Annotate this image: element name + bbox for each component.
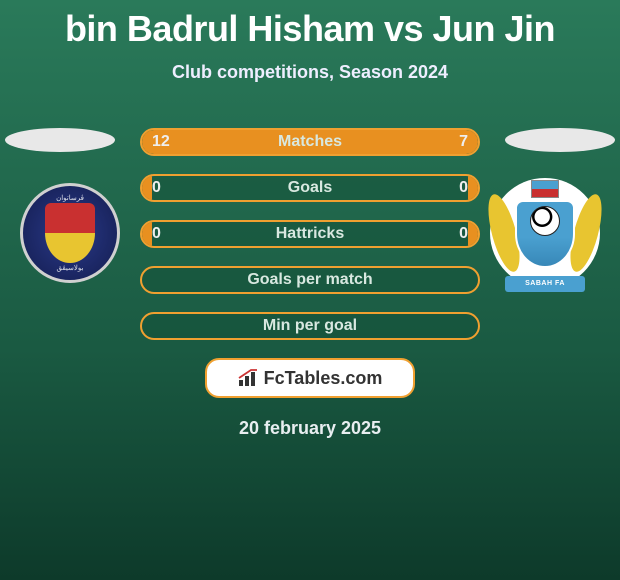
stat-value-right: 0: [459, 222, 468, 246]
crest-badge: [45, 203, 95, 263]
flag-icon: [531, 180, 559, 198]
stat-row: 12Matches7: [140, 128, 480, 156]
club-crest-left: ڤرساتوان بولاسيڤق: [20, 183, 120, 283]
club-crest-right: SABAH FA: [490, 178, 600, 288]
stat-row: 0Goals0: [140, 174, 480, 202]
player-photo-placeholder-right: [505, 128, 615, 152]
page-title: bin Badrul Hisham vs Jun Jin: [0, 0, 620, 50]
stat-label: Min per goal: [142, 314, 478, 338]
stat-value-right: 7: [459, 130, 468, 154]
bar-chart-icon: [238, 369, 260, 387]
football-icon: [530, 206, 560, 236]
stat-label: Goals per match: [142, 268, 478, 292]
stat-label: Goals: [142, 176, 478, 200]
date-label: 20 february 2025: [0, 418, 620, 439]
subtitle: Club competitions, Season 2024: [0, 62, 620, 83]
comparison-panel: ڤرساتوان بولاسيڤق SABAH FA 12Matches70Go…: [0, 128, 620, 439]
site-attribution[interactable]: FcTables.com: [205, 358, 415, 398]
stat-label: Hattricks: [142, 222, 478, 246]
crest-script-top: ڤرساتوان: [23, 194, 117, 202]
site-label: FcTables.com: [264, 368, 383, 389]
crest-script-bottom: بولاسيڤق: [23, 264, 117, 272]
stats-rows: 12Matches70Goals00Hattricks0Goals per ma…: [140, 128, 480, 340]
stat-value-right: 0: [459, 176, 468, 200]
crest-banner: SABAH FA: [505, 276, 585, 292]
player-photo-placeholder-left: [5, 128, 115, 152]
stat-row: Goals per match: [140, 266, 480, 294]
stat-label: Matches: [142, 130, 478, 154]
stat-row: Min per goal: [140, 312, 480, 340]
stat-row: 0Hattricks0: [140, 220, 480, 248]
